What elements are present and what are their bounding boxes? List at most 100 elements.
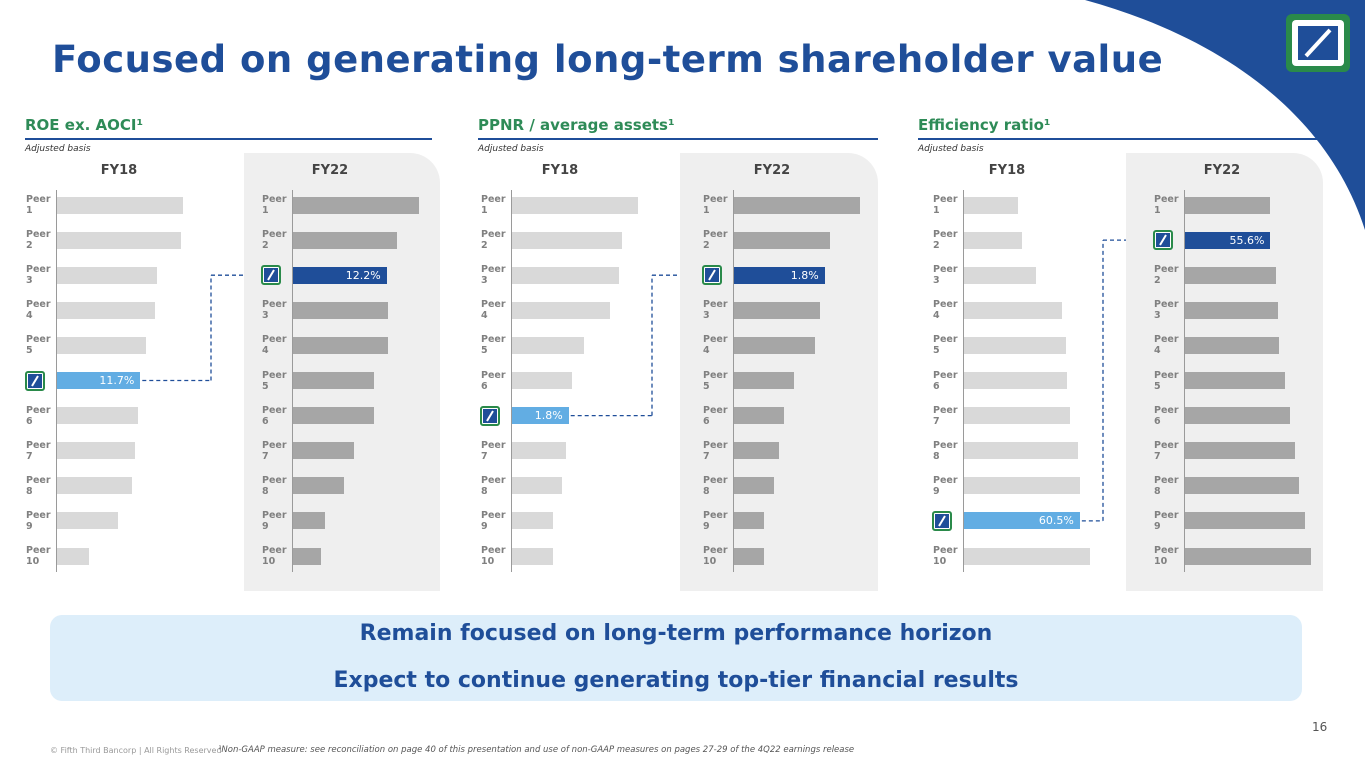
bar [512,442,566,460]
bar [734,407,785,425]
category-label: Peer 9 [703,509,728,532]
category-label: Peer 2 [933,229,958,252]
panel-title: PPNR / average assets¹ [478,116,675,134]
category-label: Peer 3 [1154,299,1179,322]
category-label: Peer 5 [262,369,287,392]
bar [964,336,1067,354]
category-label: Peer 9 [481,509,506,532]
category-label: Peer 5 [481,334,506,357]
bar [57,372,141,389]
logo [25,370,45,391]
bar [512,477,563,495]
category-label: Peer 5 [1154,369,1179,392]
category-label: Peer 7 [481,439,506,462]
copyright: © Fifth Third Bancorp | All Rights Reser… [50,746,222,755]
category-label: Peer 8 [703,474,728,497]
category-label: Peer 9 [1154,509,1179,532]
bar [964,301,1062,319]
bar [512,407,569,425]
category-label: Peer 10 [262,545,287,567]
bar [512,301,610,319]
category-label: Peer 9 [26,509,51,532]
value-label: 55.6% [1229,233,1265,247]
chart-title: FY18 [988,163,1026,178]
category-label: Peer 10 [1154,545,1179,567]
category-label: Peer 7 [1154,439,1179,462]
panel-rule [918,138,1323,140]
panel-subtitle: Adjusted basis [478,144,544,154]
bar [293,231,397,249]
callout-text: Remain focused on long-term performance … [359,621,993,646]
logo-mark [705,268,719,283]
bar [512,547,553,565]
chart-title: FY22 [311,163,349,178]
logo [480,405,500,426]
category-label: Peer 3 [933,264,958,287]
logo-mark [935,513,949,528]
category-label: Peer 7 [262,439,287,462]
chart-title: FY18 [541,163,579,178]
category-label: Peer 8 [1154,474,1179,497]
bar [57,231,181,249]
bar [293,547,321,565]
category-label: Peer 3 [26,264,51,287]
category-label: Peer 4 [703,334,728,357]
bar [57,407,139,425]
category-label: Peer 4 [26,299,51,322]
logo-mark [264,268,278,283]
bar [964,442,1078,460]
bar [734,231,830,249]
bar [293,407,375,425]
logo-mark [1156,233,1170,248]
logo [932,510,952,531]
axis-line [292,190,293,572]
category-label: Peer 4 [481,299,506,322]
bar [293,477,345,495]
bar [512,196,638,214]
bar [1185,512,1305,530]
logo [702,265,722,286]
bar [964,547,1090,565]
category-label: Peer 4 [933,299,958,322]
page-number: 16 [1312,720,1328,734]
bar [734,547,765,565]
panel-subtitle: Adjusted basis [918,144,984,154]
category-label: Peer 8 [933,439,958,462]
category-label: Peer 10 [703,545,728,567]
panel-rule [25,138,432,140]
category-label: Peer 5 [26,334,51,357]
bar [57,301,155,319]
logo-mark [483,408,497,423]
category-label: Peer 1 [1154,194,1179,216]
bar [1185,442,1296,460]
bar [57,547,90,565]
bar [1185,372,1286,389]
category-label: Peer 3 [481,264,506,287]
category-label: Peer 6 [933,369,958,392]
category-label: Peer 9 [262,509,287,532]
callout-box [50,615,1302,701]
category-label: Peer 4 [1154,334,1179,357]
bar [1185,477,1299,495]
bar [734,442,780,460]
bar [734,196,860,214]
bar [734,336,815,354]
category-label: Peer 8 [262,474,287,497]
category-label: Peer 2 [1154,264,1179,287]
category-label: Peer 10 [933,545,958,567]
bar [1185,231,1271,249]
logo [261,265,281,286]
value-label: 60.5% [1038,514,1074,528]
bar [57,512,118,530]
bar [1185,266,1276,284]
bar [1185,301,1278,319]
bar [293,372,375,389]
category-label: Peer 1 [481,194,506,216]
bar [57,196,183,214]
bar [293,196,419,214]
callout-text: Expect to continue generating top-tier f… [333,668,1019,693]
bar [512,512,553,530]
bar [734,266,825,284]
bar [293,336,388,354]
